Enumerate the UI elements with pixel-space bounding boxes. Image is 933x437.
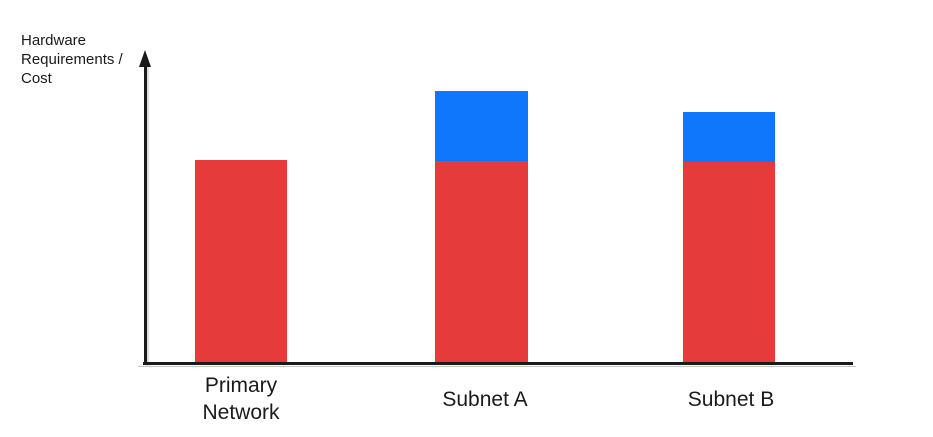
x-axis-shadow: [138, 366, 856, 367]
bar-subnet-b: [683, 112, 775, 362]
y-axis-label-line-3: Cost: [21, 70, 52, 87]
bar-primary-network: [195, 160, 287, 362]
y-axis-label-line-2: Requirements /: [21, 51, 123, 68]
x-label-subnet-b: Subnet B: [687, 387, 775, 411]
y-axis-label: Hardware Requirements / Cost: [21, 31, 123, 88]
bar-segment-blue: [683, 112, 775, 162]
bar-segment-red: [683, 162, 775, 362]
bar-segment-red: [195, 160, 287, 362]
bar-subnet-a: [435, 91, 528, 362]
y-axis-arrow-icon: [139, 50, 151, 67]
x-label-primary-network: Primary Network: [202, 374, 280, 424]
y-axis-label-line-1: Hardware: [21, 32, 87, 49]
bar-segment-blue: [435, 91, 528, 161]
x-label-subnet-a: Subnet A: [442, 387, 528, 411]
y-axis-line: [144, 64, 147, 365]
plot-area: [143, 52, 853, 362]
x-axis-line: [143, 362, 853, 365]
bar-segment-red: [435, 161, 528, 362]
